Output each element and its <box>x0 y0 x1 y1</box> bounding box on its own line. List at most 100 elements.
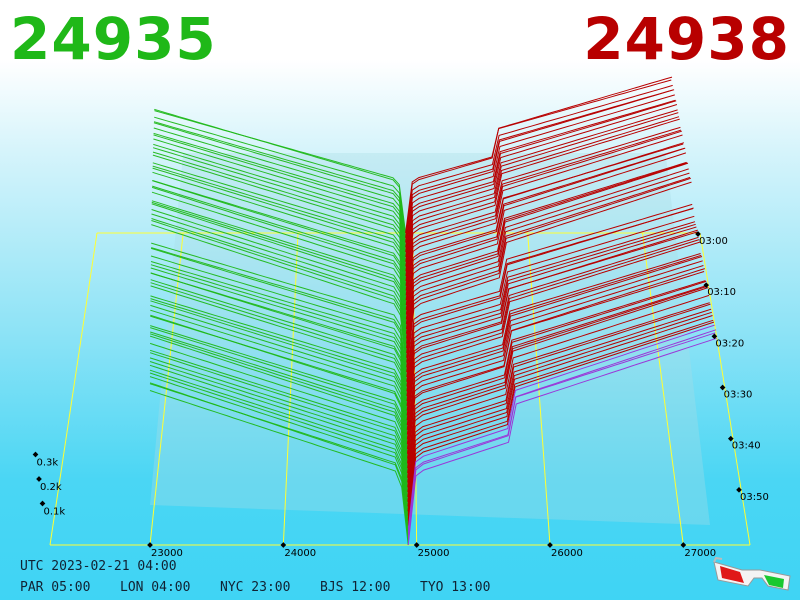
bid-depth-line <box>151 186 407 330</box>
time-tick-mark <box>711 333 718 340</box>
ask-depth-line <box>406 221 696 397</box>
bid-depth-line <box>152 162 407 296</box>
ask-depth-line <box>405 147 686 330</box>
ask-depth-line <box>405 134 683 310</box>
bid-depth-line <box>149 349 409 498</box>
bid-depth-line <box>152 180 407 315</box>
price-tick-mark <box>547 542 553 548</box>
price-tick-mark <box>413 542 420 548</box>
bid-depth-line <box>150 282 408 426</box>
ask-depth-line <box>407 294 710 493</box>
ask-depth-line <box>407 268 705 464</box>
bid-depth-line <box>149 361 409 512</box>
bid-depth-line <box>149 382 409 541</box>
time-tick-label: 03:40 <box>732 441 761 452</box>
ask-depth-line <box>405 126 681 296</box>
bid-depth-line <box>149 369 409 522</box>
bid-depth-line <box>153 143 407 277</box>
bid-depth-line <box>152 171 407 310</box>
ask-depth-line <box>406 254 702 440</box>
bid-depth-line <box>149 335 409 488</box>
bid-depth-line <box>151 209 408 354</box>
bid-depth-line <box>149 333 409 483</box>
ask-depth-line <box>407 280 707 474</box>
price-tick-label: 23000 <box>151 548 183 559</box>
ask-depth-line <box>406 203 693 378</box>
bid-depth-lines <box>149 108 409 517</box>
price-tick-mark <box>147 542 153 548</box>
ask-depth-line <box>406 253 701 435</box>
ask-depth-line <box>405 112 679 282</box>
bid-depth-line <box>150 327 409 474</box>
bid-depth-line <box>150 255 408 392</box>
ask-depth-line <box>406 177 691 368</box>
bid-depth-line <box>150 325 409 469</box>
ask-depth-line <box>406 256 703 445</box>
ask-price: 24938 <box>583 5 790 73</box>
ask-depth-line <box>407 271 705 459</box>
bid-depth-line <box>150 247 408 387</box>
time-tick-label: 03:20 <box>715 338 744 349</box>
ask-depth-line <box>407 308 712 507</box>
ask-depth-line <box>407 287 709 488</box>
ask-depth-line <box>406 161 687 339</box>
3d-glasses-icon[interactable] <box>712 556 792 592</box>
bid-depth-line <box>153 122 407 253</box>
price-tick-label: 24000 <box>284 548 316 559</box>
bid-depth-line <box>151 213 408 358</box>
volume-tick-mark <box>36 476 42 482</box>
bid-depth-line <box>149 357 409 507</box>
ask-depth-line <box>407 302 710 498</box>
bid-depth-line <box>151 203 407 349</box>
bid-depth-line <box>150 331 409 478</box>
ask-depth-line <box>406 241 701 430</box>
volume-tick-mark <box>32 451 39 458</box>
bid-depth-line <box>153 138 407 272</box>
ask-depth-line <box>405 104 678 272</box>
bid-depth-line <box>151 201 407 344</box>
price-tick-label: 25000 <box>418 548 450 559</box>
bid-depth-line <box>150 304 408 450</box>
ask-depth-line <box>405 118 680 291</box>
ask-depth-line <box>405 116 680 286</box>
bid-depth-line <box>150 261 408 397</box>
front-depth-lines <box>149 319 717 546</box>
bid-depth-line <box>151 224 408 373</box>
ask-depth-line <box>406 226 697 406</box>
ask-depth-line <box>407 280 706 469</box>
ask-depth-line <box>405 152 687 334</box>
bid-depth-line <box>152 151 407 286</box>
city-time-tyo: TYO 13:00 <box>420 580 491 595</box>
ask-depth-line <box>405 89 675 253</box>
bid-depth-line <box>149 376 409 531</box>
bid-depth-line <box>152 154 407 291</box>
bid-depth-line <box>150 300 408 445</box>
ask-depth-line <box>405 76 673 238</box>
ask-depth-line <box>405 94 675 258</box>
bid-depth-line <box>151 218 408 363</box>
city-time-nyc: NYC 23:00 <box>220 580 291 595</box>
bid-depth-line <box>151 200 407 339</box>
ask-depth-line <box>406 229 698 416</box>
ask-depth-line <box>406 207 694 387</box>
bid-depth-line <box>152 180 407 320</box>
bid-depth-line <box>149 352 409 502</box>
price-tick-mark <box>280 542 287 548</box>
bid-depth-line <box>149 364 409 517</box>
time-tick-mark <box>736 487 742 493</box>
price-axis: 23000 24000 25000 26000 27000 <box>147 542 716 559</box>
ask-depth-line <box>405 147 685 325</box>
bid-depth-line <box>153 121 407 248</box>
bid-depth-line <box>149 342 409 493</box>
ask-depth-line <box>406 265 704 454</box>
volume-tick-label: 0.3k <box>37 458 59 469</box>
bid-depth-line <box>152 147 407 282</box>
bid-depth-line <box>152 165 407 301</box>
bid-depth-line <box>151 242 408 378</box>
ask-depth-line <box>405 99 676 262</box>
bid-price: 24935 <box>10 5 217 73</box>
bid-depth-line <box>152 167 407 306</box>
ask-depth-line <box>406 176 691 363</box>
ask-depth-line <box>406 172 690 358</box>
